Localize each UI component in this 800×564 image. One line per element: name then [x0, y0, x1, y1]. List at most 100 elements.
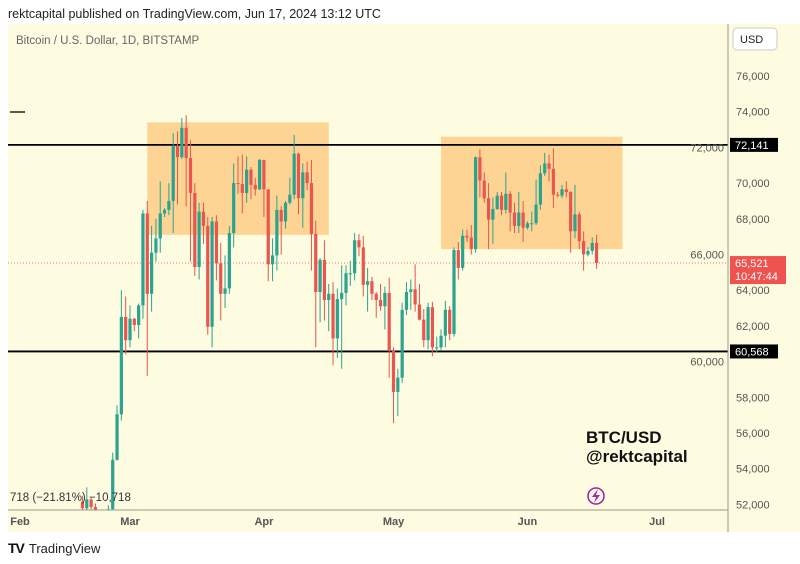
candle-body: [206, 225, 210, 327]
candle-body: [137, 305, 141, 326]
candle-body: [370, 281, 374, 294]
candle-body: [279, 209, 283, 222]
candle-body: [275, 209, 279, 256]
candle-body: [491, 208, 495, 220]
candle-body: [564, 189, 568, 193]
time-tick-label: Mar: [120, 516, 140, 528]
candle-body: [499, 195, 504, 210]
candle-body: [452, 250, 456, 334]
candle-body: [301, 172, 305, 199]
candle-body: [296, 153, 301, 199]
candle-body: [435, 347, 439, 349]
candle-body: [383, 292, 387, 307]
candle-body: [111, 459, 115, 510]
currency-button[interactable]: USD: [732, 27, 778, 51]
candle-body: [171, 145, 175, 201]
candle-body: [551, 168, 555, 195]
candle-body: [162, 209, 167, 214]
price-tick-label: 76,000: [736, 71, 770, 83]
time-axis[interactable]: Feb Mar Apr May Jun Jul: [10, 516, 665, 528]
candle-body: [331, 293, 335, 339]
candle-body: [495, 195, 499, 209]
currency-label: USD: [740, 34, 763, 46]
level-price-tag-label: 72,141: [735, 140, 769, 152]
watermark-handle: @rektcapital: [586, 447, 688, 466]
candle-body: [461, 235, 465, 268]
candle-body: [387, 292, 391, 350]
candle-body: [201, 211, 206, 226]
candle-body: [504, 193, 508, 210]
level-price-tag: [730, 137, 778, 152]
candle-body: [270, 255, 275, 265]
candle-body: [249, 169, 253, 185]
last-price-tag: [730, 256, 786, 285]
candle-body: [266, 189, 270, 265]
candle-body: [586, 250, 590, 255]
price-tick-label: 64,000: [736, 285, 770, 297]
candle-body: [560, 189, 564, 196]
candle-body: [590, 242, 594, 251]
candle-body: [115, 414, 119, 460]
candle-body: [175, 145, 180, 158]
candle-body: [292, 153, 296, 195]
candle-body: [508, 193, 512, 213]
candle-body: [521, 212, 525, 228]
candle-body: [85, 499, 89, 509]
candle-body: [340, 292, 344, 300]
candle-body: [309, 183, 314, 234]
candle-body: [283, 202, 288, 222]
candle-body: [219, 263, 223, 294]
price-axis[interactable]: 52,000 54,000 56,000 58,000 60,000 62,000 64,0…: [690, 71, 769, 511]
candle-body: [413, 289, 417, 305]
candle-body: [353, 240, 357, 274]
footer-brand: TradingView: [28, 540, 101, 556]
candle-body: [253, 184, 257, 190]
legend-change-text: 718 (−21.81%) −10,718: [10, 492, 131, 504]
candle-body: [409, 289, 413, 292]
bar-countdown-label: 10:47:44: [735, 271, 778, 283]
candle-body: [188, 158, 193, 193]
candle-body: [245, 169, 249, 193]
candle-body: [214, 221, 218, 264]
candle-body: [236, 183, 240, 185]
chart-background: [8, 24, 800, 532]
candle-body: [391, 349, 396, 392]
candle-body: [366, 281, 370, 285]
candle-body: [132, 318, 136, 326]
time-tick-label: Jun: [518, 516, 538, 528]
candle-body: [288, 194, 292, 203]
candle-body: [258, 159, 262, 190]
price-tick-label: 58,000: [736, 392, 770, 404]
candle-body: [569, 192, 573, 232]
candle-body: [525, 223, 530, 228]
time-tick-label: Feb: [10, 516, 30, 528]
candle-body: [443, 309, 447, 336]
chart-title: Bitcoin / U.S. Dollar, 1D, BITSTAMP: [16, 35, 200, 47]
candle-body: [417, 304, 422, 320]
price-tick-label: 54,000: [736, 464, 770, 476]
candle-body: [348, 273, 352, 275]
candle-body: [128, 318, 132, 341]
candle-body: [456, 250, 460, 268]
candle-body: [482, 180, 486, 199]
candle-body: [530, 223, 534, 225]
candle-body: [517, 212, 521, 226]
candle-body: [547, 163, 551, 169]
candle-body: [469, 237, 473, 250]
candle-body: [404, 291, 409, 310]
candle-body: [314, 233, 318, 292]
lightning-icon[interactable]: [587, 487, 605, 505]
price-tick-label: 56,000: [736, 428, 770, 440]
candle-body: [93, 507, 98, 510]
price-tick-label: 60,000: [690, 357, 724, 369]
candle-body: [158, 213, 162, 239]
candle-body: [327, 293, 331, 301]
candle-body: [227, 233, 231, 289]
candle-body: [150, 252, 154, 294]
publish-header: rektcapital published on TradingView.com…: [8, 7, 381, 21]
price-tick-label: 74,000: [736, 107, 770, 119]
candle-body: [430, 307, 434, 348]
candle-body: [361, 247, 365, 285]
